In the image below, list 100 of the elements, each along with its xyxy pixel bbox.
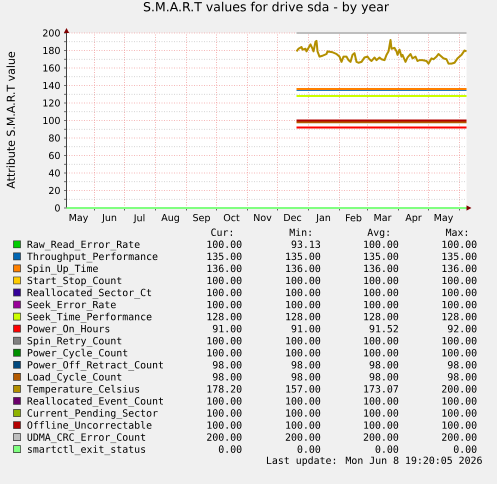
text: 100.00 (442, 397, 476, 405)
y-tick-label: 80 (49, 134, 60, 142)
legend-label: Raw_Read_Error_Rate (28, 240, 140, 250)
text: 100.00 (286, 349, 320, 356)
text: 91.00 (212, 324, 242, 332)
text: 128.00 (442, 312, 476, 320)
text: 200.00 (442, 433, 476, 441)
x-tick-label: May (434, 214, 454, 223)
x-tick-label: Jan (316, 214, 330, 223)
text: 100.00 (208, 397, 242, 405)
text: 100.00 (208, 300, 242, 308)
x-tick-label: Apr (405, 214, 422, 223)
text: 100.00 (442, 288, 476, 296)
text: 100.00 (442, 300, 476, 308)
text: 200.00 (442, 385, 476, 393)
text: 0.00 (218, 445, 242, 453)
x-tick-label: Mar (374, 214, 392, 222)
text: 100.00 (364, 409, 398, 417)
x-tick-label: Jun (102, 214, 116, 223)
text: 100.00 (286, 409, 320, 417)
text: 100.00 (364, 300, 398, 308)
x-tick-label: Sep (193, 214, 210, 224)
text: 100.00 (208, 276, 242, 284)
text: 100.00 (442, 409, 476, 417)
text: 135.00 (208, 252, 242, 260)
legend-label: Power_On_Hours (28, 324, 110, 335)
text: 100.00 (286, 300, 320, 308)
text: 200.00 (286, 433, 320, 441)
text: 135.00 (442, 252, 476, 260)
x-tick-label: May (70, 214, 88, 223)
text: 128.00 (208, 312, 242, 320)
x-tick-label: Nov (254, 214, 272, 222)
text: 200.00 (364, 433, 398, 441)
text: 173.07 (364, 385, 398, 393)
legend-label: Start_Stop_Count (28, 276, 122, 286)
text: 98.00 (292, 373, 320, 381)
text: Last update: Mon Jun 8 19:20:05 2026 (266, 456, 482, 466)
text: 135.00 (364, 252, 398, 260)
text: Min: (290, 228, 311, 236)
legend-label: Power_Off_Retract_Count (28, 360, 164, 371)
text: 100.00 (442, 336, 476, 344)
y-tick-label: 0 (55, 204, 60, 212)
text: 136.00 (364, 264, 398, 272)
text: 100.00 (286, 397, 320, 405)
x-tick-label: Dec (284, 214, 302, 222)
legend-label: UDMA_CRC_Error_Count (28, 433, 146, 444)
text: 135.00 (286, 252, 320, 260)
text: 98.00 (448, 373, 476, 381)
text: 100.00 (442, 240, 476, 248)
text: 100.00 (364, 288, 398, 296)
text: 98.00 (212, 373, 242, 381)
text: Avg: (367, 228, 389, 238)
text: 100.00 (364, 336, 398, 344)
text: 100.00 (442, 349, 476, 356)
y-tick-label: 20 (49, 186, 60, 194)
x-tick-label: Aug (161, 214, 179, 223)
legend-label: Power_Cycle_Count (28, 348, 128, 359)
text: 100.00 (208, 349, 242, 356)
text: 0.00 (298, 445, 320, 453)
legend-label: Reallocated_Sector_Ct (28, 288, 152, 298)
text: 98.00 (292, 361, 320, 369)
text: 100.00 (364, 397, 398, 405)
text: 98.00 (448, 361, 476, 369)
text: 100.00 (442, 276, 476, 284)
text: 0.00 (376, 445, 398, 453)
legend-label: Seek_Error_Rate (28, 300, 116, 310)
x-tick-label: Jul (133, 214, 144, 224)
legend-label: Load_Cycle_Count (28, 372, 122, 383)
y-tick-label: 60 (49, 152, 60, 160)
legend-label: Temperature_Celsius (27, 384, 140, 395)
text: 93.13 (292, 240, 320, 248)
legend-label: Spin_Retry_Count (28, 336, 122, 347)
text: 91.00 (292, 324, 320, 332)
text: 0.00 (454, 445, 476, 453)
y-axis-title: Attribute S.M.A.R.T value (6, 52, 15, 189)
legend-label: Seek_Time_Performance (28, 312, 152, 323)
text: 92.00 (448, 324, 476, 332)
x-tick-label: Oct (224, 214, 240, 222)
y-tick-label: 40 (48, 169, 60, 177)
text: 100.00 (208, 336, 242, 344)
text: Max: (446, 228, 468, 236)
text: 100.00 (364, 421, 398, 429)
text: 100.00 (286, 288, 320, 296)
y-tick-label: 180 (43, 46, 60, 54)
text: 200.00 (207, 433, 242, 441)
text: 100.00 (442, 421, 476, 429)
text: 100.00 (208, 240, 242, 248)
y-tick-label: 100 (43, 116, 60, 124)
chart-title: S.M.A.R.T values for drive sda - by year (144, 2, 390, 14)
text: 91.52 (370, 324, 398, 332)
legend-label: Reallocated_Event_Count (28, 396, 164, 407)
text: 100.00 (364, 276, 398, 284)
legend-label: Spin_Up_Time (28, 264, 98, 274)
text: 100.00 (286, 336, 320, 344)
text: 128.00 (364, 312, 398, 320)
text: 136.00 (442, 264, 476, 272)
x-tick-label: Feb (346, 214, 362, 222)
text: 136.00 (286, 264, 320, 272)
y-tick-label: 120 (43, 99, 60, 107)
text: 100.00 (208, 421, 242, 429)
